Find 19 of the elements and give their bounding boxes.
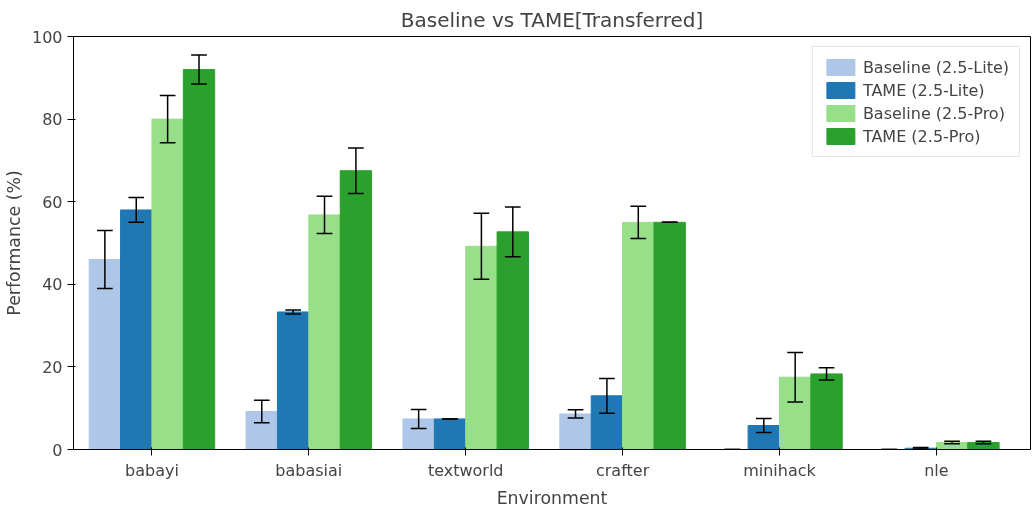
legend-label: Baseline (2.5-Pro) <box>862 103 1005 123</box>
y-tick-label: 80 <box>42 110 63 130</box>
y-tick-label: 60 <box>42 192 63 212</box>
x-tick-label: crafter <box>595 460 650 480</box>
x-tick-label: textworld <box>427 460 504 480</box>
x-tick-label: babasiai <box>275 460 343 480</box>
x-tick-label: minihack <box>743 460 817 480</box>
legend-label: TAME (2.5-Pro) <box>862 126 981 146</box>
y-tick-label: 20 <box>42 357 63 377</box>
y-tick-label: 40 <box>42 275 63 295</box>
legend-label: TAME (2.5-Lite) <box>862 80 985 100</box>
x-tick-label: babayi <box>125 460 179 480</box>
y-tick-label: 0 <box>52 440 63 460</box>
x-axis-title: Environment <box>496 487 608 508</box>
legend-label: Baseline (2.5-Lite) <box>862 57 1009 77</box>
y-tick-label: 100 <box>31 27 63 47</box>
y-axis-title: Performance (%) <box>3 170 24 316</box>
x-tick-label: nle <box>924 460 949 480</box>
chart-title: Baseline vs TAME[Transferred] <box>400 7 704 32</box>
